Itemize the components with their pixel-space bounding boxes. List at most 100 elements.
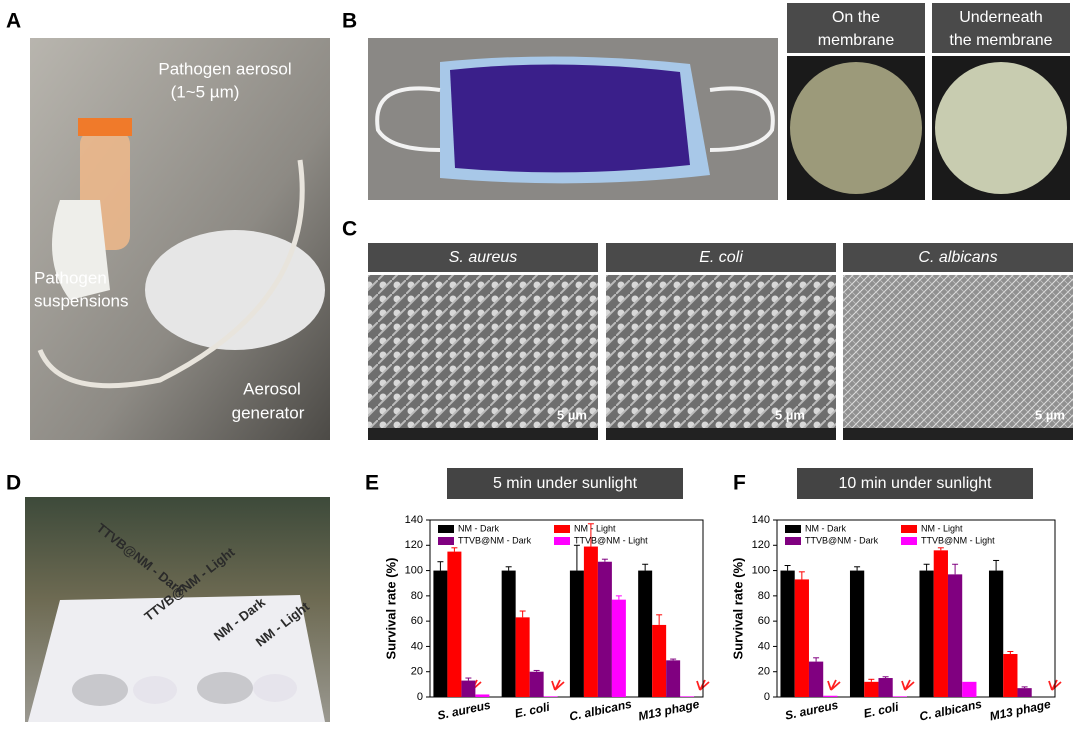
bar <box>611 599 626 697</box>
bar <box>864 681 879 697</box>
legend-label: NM - Light <box>574 523 616 533</box>
legend-swatch <box>554 525 570 533</box>
y-tick-label: 0 <box>764 691 770 703</box>
x-tick-label: C. albicans <box>918 697 983 724</box>
chart-title: 10 min under sunlight <box>839 475 993 492</box>
photo-label: generator <box>232 403 305 422</box>
bar <box>529 671 544 697</box>
photo-a <box>30 38 330 440</box>
photo-b <box>368 3 1070 200</box>
bar <box>878 678 893 697</box>
y-axis-label: Survival rate (%) <box>730 558 745 660</box>
legend-swatch <box>438 525 454 533</box>
legend-swatch <box>785 537 801 545</box>
bar <box>543 696 558 697</box>
y-tick-label: 60 <box>758 615 770 627</box>
sem-header: C. albicans <box>918 249 997 266</box>
title-box <box>797 468 1033 499</box>
scale-bar: 5 µm <box>1035 407 1065 422</box>
bar <box>569 570 584 697</box>
bar <box>433 570 448 697</box>
legend-label: NM - Light <box>921 523 963 533</box>
bar <box>501 570 516 697</box>
legend-swatch <box>901 525 917 533</box>
bar <box>808 661 824 697</box>
legend-swatch <box>785 525 801 533</box>
dish-header: On the <box>832 9 880 26</box>
bar <box>849 570 865 697</box>
sem-header: E. coli <box>699 249 743 266</box>
legend-label: TTVB@NM - Dark <box>458 535 532 545</box>
bar <box>597 561 612 697</box>
photo-label: suspensions <box>34 291 129 310</box>
y-tick-label: 80 <box>411 590 423 602</box>
x-tick-label: M13 phage <box>637 697 701 724</box>
bar <box>447 551 462 697</box>
legend-label: NM - Dark <box>458 523 499 533</box>
legend-swatch <box>554 537 570 545</box>
bar <box>1003 654 1018 697</box>
y-tick-label: 120 <box>752 539 770 551</box>
panel-letter: B <box>342 10 357 33</box>
title-box <box>447 468 683 499</box>
bar <box>680 696 695 697</box>
bar <box>461 680 476 697</box>
panel-letter: D <box>6 472 21 495</box>
scale-bar: 5 µm <box>775 407 805 422</box>
bar <box>988 570 1004 697</box>
legend-swatch <box>438 537 454 545</box>
dish-header: the membrane <box>949 32 1052 49</box>
dish-header: Underneath <box>959 9 1043 26</box>
bar <box>515 617 530 697</box>
y-tick-label: 140 <box>752 514 770 526</box>
x-tick-label: S. aureus <box>784 698 840 723</box>
panel-letter: E <box>365 472 379 495</box>
y-axis-label: Survival rate (%) <box>383 558 398 660</box>
bar <box>919 570 934 697</box>
sem-images <box>368 243 1073 440</box>
sem-header: S. aureus <box>449 249 517 266</box>
panel-letter: A <box>6 10 21 33</box>
plot-frame <box>429 519 704 698</box>
bar <box>780 570 795 697</box>
bar <box>666 660 681 697</box>
x-tick-label: M13 phage <box>988 697 1052 724</box>
x-tick-label: E. coli <box>862 700 900 721</box>
y-tick-label: 40 <box>758 640 770 652</box>
photo-d <box>25 497 330 722</box>
bar <box>933 550 948 697</box>
y-tick-label: 120 <box>405 539 423 551</box>
y-tick-label: 0 <box>417 691 423 703</box>
chart-title: 5 min under sunlight <box>493 475 638 492</box>
photo-label: Pathogen <box>34 268 107 287</box>
y-tick-label: 100 <box>405 564 423 576</box>
bar <box>1017 688 1032 697</box>
bar <box>652 624 667 697</box>
bar <box>475 694 490 697</box>
dish-header: membrane <box>818 32 895 49</box>
bar <box>794 579 809 697</box>
x-tick-label: S. aureus <box>436 698 492 723</box>
bar <box>947 574 963 697</box>
photo-label: Aerosol <box>243 379 301 398</box>
y-tick-label: 20 <box>758 666 770 678</box>
bar <box>638 570 653 697</box>
legend-label: TTVB@NM - Light <box>921 535 995 545</box>
y-tick-label: 60 <box>411 615 423 627</box>
legend-label: NM - Dark <box>805 523 846 533</box>
legend-swatch <box>901 537 917 545</box>
y-tick-label: 100 <box>752 564 770 576</box>
plot-frame <box>776 519 1056 698</box>
legend-label: TTVB@NM - Dark <box>805 535 879 545</box>
panel-letter: C <box>342 218 357 241</box>
photo-label: (1~5 µm) <box>171 82 240 101</box>
bar <box>823 695 838 697</box>
legend-label: TTVB@NM - Light <box>574 535 648 545</box>
bar <box>583 546 598 697</box>
panel-letter: F <box>733 472 746 495</box>
x-tick-label: C. albicans <box>568 697 633 724</box>
scale-bar: 5 µm <box>557 407 587 422</box>
y-tick-label: 140 <box>405 514 423 526</box>
bar <box>962 681 977 697</box>
